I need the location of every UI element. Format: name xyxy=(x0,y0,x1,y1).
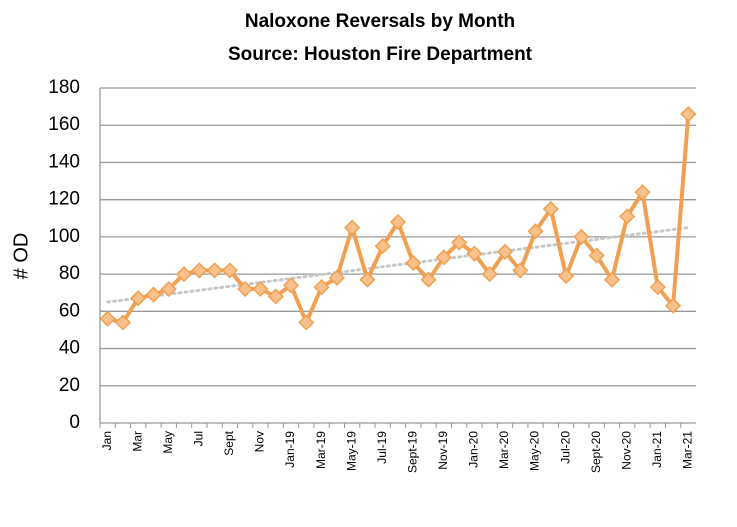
x-tick-label: May-20 xyxy=(528,431,542,471)
y-tick-label: 140 xyxy=(48,151,80,172)
y-tick-label: 40 xyxy=(59,338,80,359)
x-tick-label: Jan-21 xyxy=(650,431,664,468)
data-point xyxy=(389,213,407,231)
data-point xyxy=(374,238,391,255)
x-tick-label: Mar-20 xyxy=(497,431,511,469)
data-point xyxy=(344,219,361,236)
x-tick-label: Mar-21 xyxy=(681,431,695,469)
data-point xyxy=(252,280,269,298)
x-tick-label: Jul-19 xyxy=(375,431,389,464)
x-tick-label: Jul xyxy=(192,431,206,446)
data-point xyxy=(619,208,636,225)
data-point xyxy=(298,314,315,331)
data-point xyxy=(114,314,131,331)
data-point xyxy=(466,245,483,262)
data-point xyxy=(175,266,193,283)
data-point xyxy=(130,290,147,307)
data-point xyxy=(649,279,666,296)
y-tick-label: 80 xyxy=(59,263,80,284)
data-point xyxy=(527,223,544,240)
y-tick-label: 120 xyxy=(48,189,80,210)
data-point xyxy=(282,277,300,294)
data-point xyxy=(634,184,651,201)
data-point xyxy=(313,279,330,296)
data-point xyxy=(665,297,682,314)
data-point xyxy=(359,271,376,288)
x-tick-label: Sept xyxy=(222,430,236,455)
y-tick-label: 180 xyxy=(48,77,80,98)
data-point xyxy=(267,288,284,305)
x-tick-label: Mar xyxy=(130,431,144,452)
chart-title: Naloxone Reversals by Month xyxy=(245,11,515,32)
trendline xyxy=(106,226,690,304)
data-point xyxy=(191,262,208,279)
x-tick-label: Nov xyxy=(253,431,267,452)
y-tick-label: 0 xyxy=(69,412,80,433)
x-tick-label: Nov-19 xyxy=(436,431,450,470)
x-tick-label: Nov-20 xyxy=(619,431,633,470)
data-point xyxy=(206,262,223,279)
data-point xyxy=(160,280,177,298)
x-tick-label: Jan-19 xyxy=(283,431,297,468)
x-tick-label: Sept-20 xyxy=(589,431,603,473)
chart-subtitle: Source: Houston Fire Department xyxy=(228,44,533,65)
y-tick-label: 20 xyxy=(59,375,80,396)
data-point xyxy=(99,310,116,327)
x-tick-label: Jan xyxy=(100,431,114,450)
data-point xyxy=(588,247,605,264)
data-point xyxy=(512,262,529,279)
data-point xyxy=(542,200,559,218)
x-tick-label: Jul-20 xyxy=(558,431,572,464)
y-tick-label: 100 xyxy=(48,226,80,247)
x-tick-label: May-19 xyxy=(344,431,358,471)
x-tick-label: May xyxy=(161,431,175,454)
data-point xyxy=(435,249,452,266)
y-axis-label: # OD xyxy=(10,233,32,280)
data-point xyxy=(237,280,254,298)
data-point xyxy=(603,271,621,288)
y-tick-label: 60 xyxy=(59,300,80,321)
data-point xyxy=(680,105,697,123)
x-tick-label: Jan-20 xyxy=(467,431,481,468)
data-point xyxy=(405,254,422,272)
data-point xyxy=(573,228,590,245)
data-point xyxy=(420,271,437,288)
y-tick-label: 160 xyxy=(48,114,80,135)
data-point xyxy=(145,286,162,303)
data-point xyxy=(558,267,575,285)
data-point xyxy=(221,262,238,279)
data-point xyxy=(451,234,468,251)
data-point xyxy=(496,243,514,260)
data-point xyxy=(328,269,345,286)
x-tick-label: Mar-19 xyxy=(314,431,328,469)
data-point xyxy=(481,266,498,283)
x-tick-label: Sept-19 xyxy=(405,431,419,473)
